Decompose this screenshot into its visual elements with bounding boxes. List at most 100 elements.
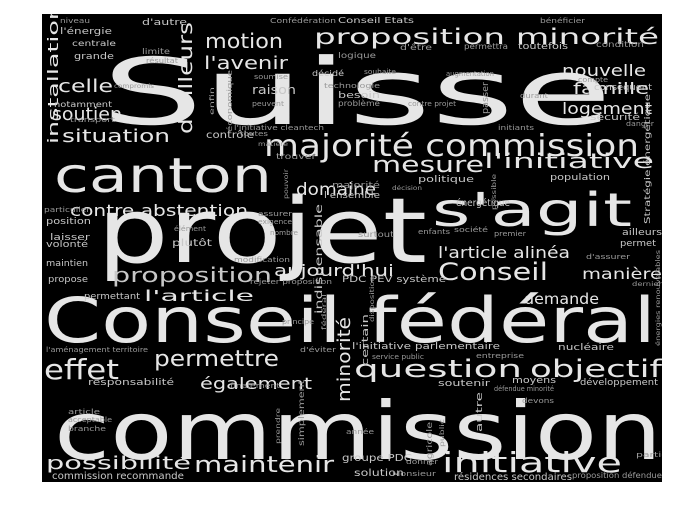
word-energetique: énergétique [456,197,510,209]
word-minorite: minorité [334,317,355,402]
word-compte: compte [578,76,608,84]
word-donner: donner [406,458,438,466]
word-public: public [439,419,446,447]
word-exigence: exigence [258,218,292,226]
word-position: position [46,217,91,227]
word-certain: certain [361,314,371,366]
word-l-initiative: l'initiative [484,149,654,173]
word-l-amenagement-territoire: l'aménagement territoire [46,346,148,354]
word-contre-abstention: contre abstention [70,201,248,220]
word-souhaite: souhaite [364,68,396,76]
word-modification: modification [234,256,290,264]
word-notamment: notamment [54,100,112,109]
word-danger: danger [626,120,654,128]
word-d-assurer: d'assurer [586,253,630,261]
word-population: population [550,173,610,183]
word-initiative: initiative [442,446,622,479]
word-cloud-background [42,14,662,482]
word-grande: grande [74,52,115,62]
word-egalement: également [200,374,312,393]
word-compromis: compromis [114,83,154,90]
word-condition: condition [596,40,644,49]
word-securite: sécurité [590,112,641,123]
word-soutenir: soutenir [438,379,490,389]
word-objectif: objectif [530,355,662,383]
word-indispensable: indispensable [314,204,325,314]
word-agricole: agricole [425,422,434,466]
word-devons: devons [522,397,554,405]
word-effet: effet [44,353,119,386]
word-logique: logique [338,51,376,60]
word-installation: installation [46,14,62,144]
word-permettant: permettant [84,292,141,302]
word-soumise: soumise [254,73,288,81]
word-cloud: Suisse commission projet Conseil fédéral can… [42,14,662,482]
word-proposition: proposition [112,263,272,287]
word-economique: économique [226,70,234,132]
word-toutefois: toutefois [518,42,568,52]
word-rejeter-proposition: rejeter proposition [250,278,332,286]
word-suisse: Suisse [102,39,612,146]
word-projet: projet [97,179,427,284]
word-permettra: permettra [464,42,508,51]
word-enfants: enfants [418,228,450,236]
word-societe: société [454,226,488,234]
word-permet: permet [620,239,657,249]
word-finalement: finalement [230,382,280,390]
word-majorite: majorité [332,180,381,191]
word-prendre: prendre [275,408,282,444]
word-transport: transport [70,116,115,124]
word-durant: durant [520,92,548,100]
word-possible: possible [491,174,498,210]
word-surtout: surtout [358,230,394,239]
word-controle: contrôle [206,129,254,141]
word-l-article: l'article [144,287,254,305]
word-groupe-pdc: groupe PDC [342,453,412,464]
word-augmentation: augmentation [446,70,494,78]
word-maintenir: maintenir [194,453,335,478]
word-responsabilite: responsabilité [88,377,175,388]
word-politique: politique [418,175,475,185]
word-particulier: particulier [44,206,90,214]
word-permettre: permettre [154,347,279,372]
word-l-initiative-parlementaire: l'initiative parlementaire [352,342,501,352]
word-annee: année [346,428,374,436]
word-moyens: moyens [512,376,556,386]
word-peuvent: peuvent [252,100,284,108]
word-d-ailleurs: d'ailleurs [175,22,197,134]
word-logement: logement [562,99,652,118]
word-raison: raison [252,83,296,97]
word-propose: propose [48,275,89,285]
word-acceptable: acceptable [68,416,112,424]
word-situation: situation [62,126,170,147]
word-ailleurs: ailleurs [622,228,662,238]
word-disposition: disposition [369,276,376,322]
word-d-autre: d'autre [142,18,188,28]
word-commission: commission [54,385,662,478]
word-plutot: plutôt [172,237,212,249]
word-pdc-pev-systeme: PDC PEV système [342,274,447,285]
word-motion: motion [205,29,283,53]
word-possibilite: possibilité [46,453,191,474]
word-developpement: développement [580,377,659,388]
word-assurer: assurer [258,210,292,218]
word-strategie-energetique: Stratégie énergétique [642,94,652,224]
word-volonte: volonté [46,239,89,250]
word-confederation: Confédération [270,17,336,25]
word-matiere: matière [258,141,288,148]
word-residences-secondaires: résidences secondaires [454,471,572,482]
word-commission-recommande: commission recommande [52,471,184,482]
word-dernier: dernier [632,281,662,288]
word-majorite-commission: majorité commission [264,129,639,164]
word-l-ensemble: l'ensemble [324,191,381,201]
word-defendue-minorite: défendue minorité [494,385,554,393]
word-contre-projet: contre projet [408,100,456,108]
word-pouvoir: pouvoir [283,168,290,199]
word-autre: autre [475,391,485,432]
word-aujourd-hui: aujourd'hui [274,261,394,280]
word-service-public: service public [372,353,424,361]
word-entreprise: entreprise [476,352,524,360]
word-l-avenir: l'avenir [204,53,289,74]
word-trouver: trouver [276,152,317,161]
word-d-eviter: d'éviter [300,346,336,354]
